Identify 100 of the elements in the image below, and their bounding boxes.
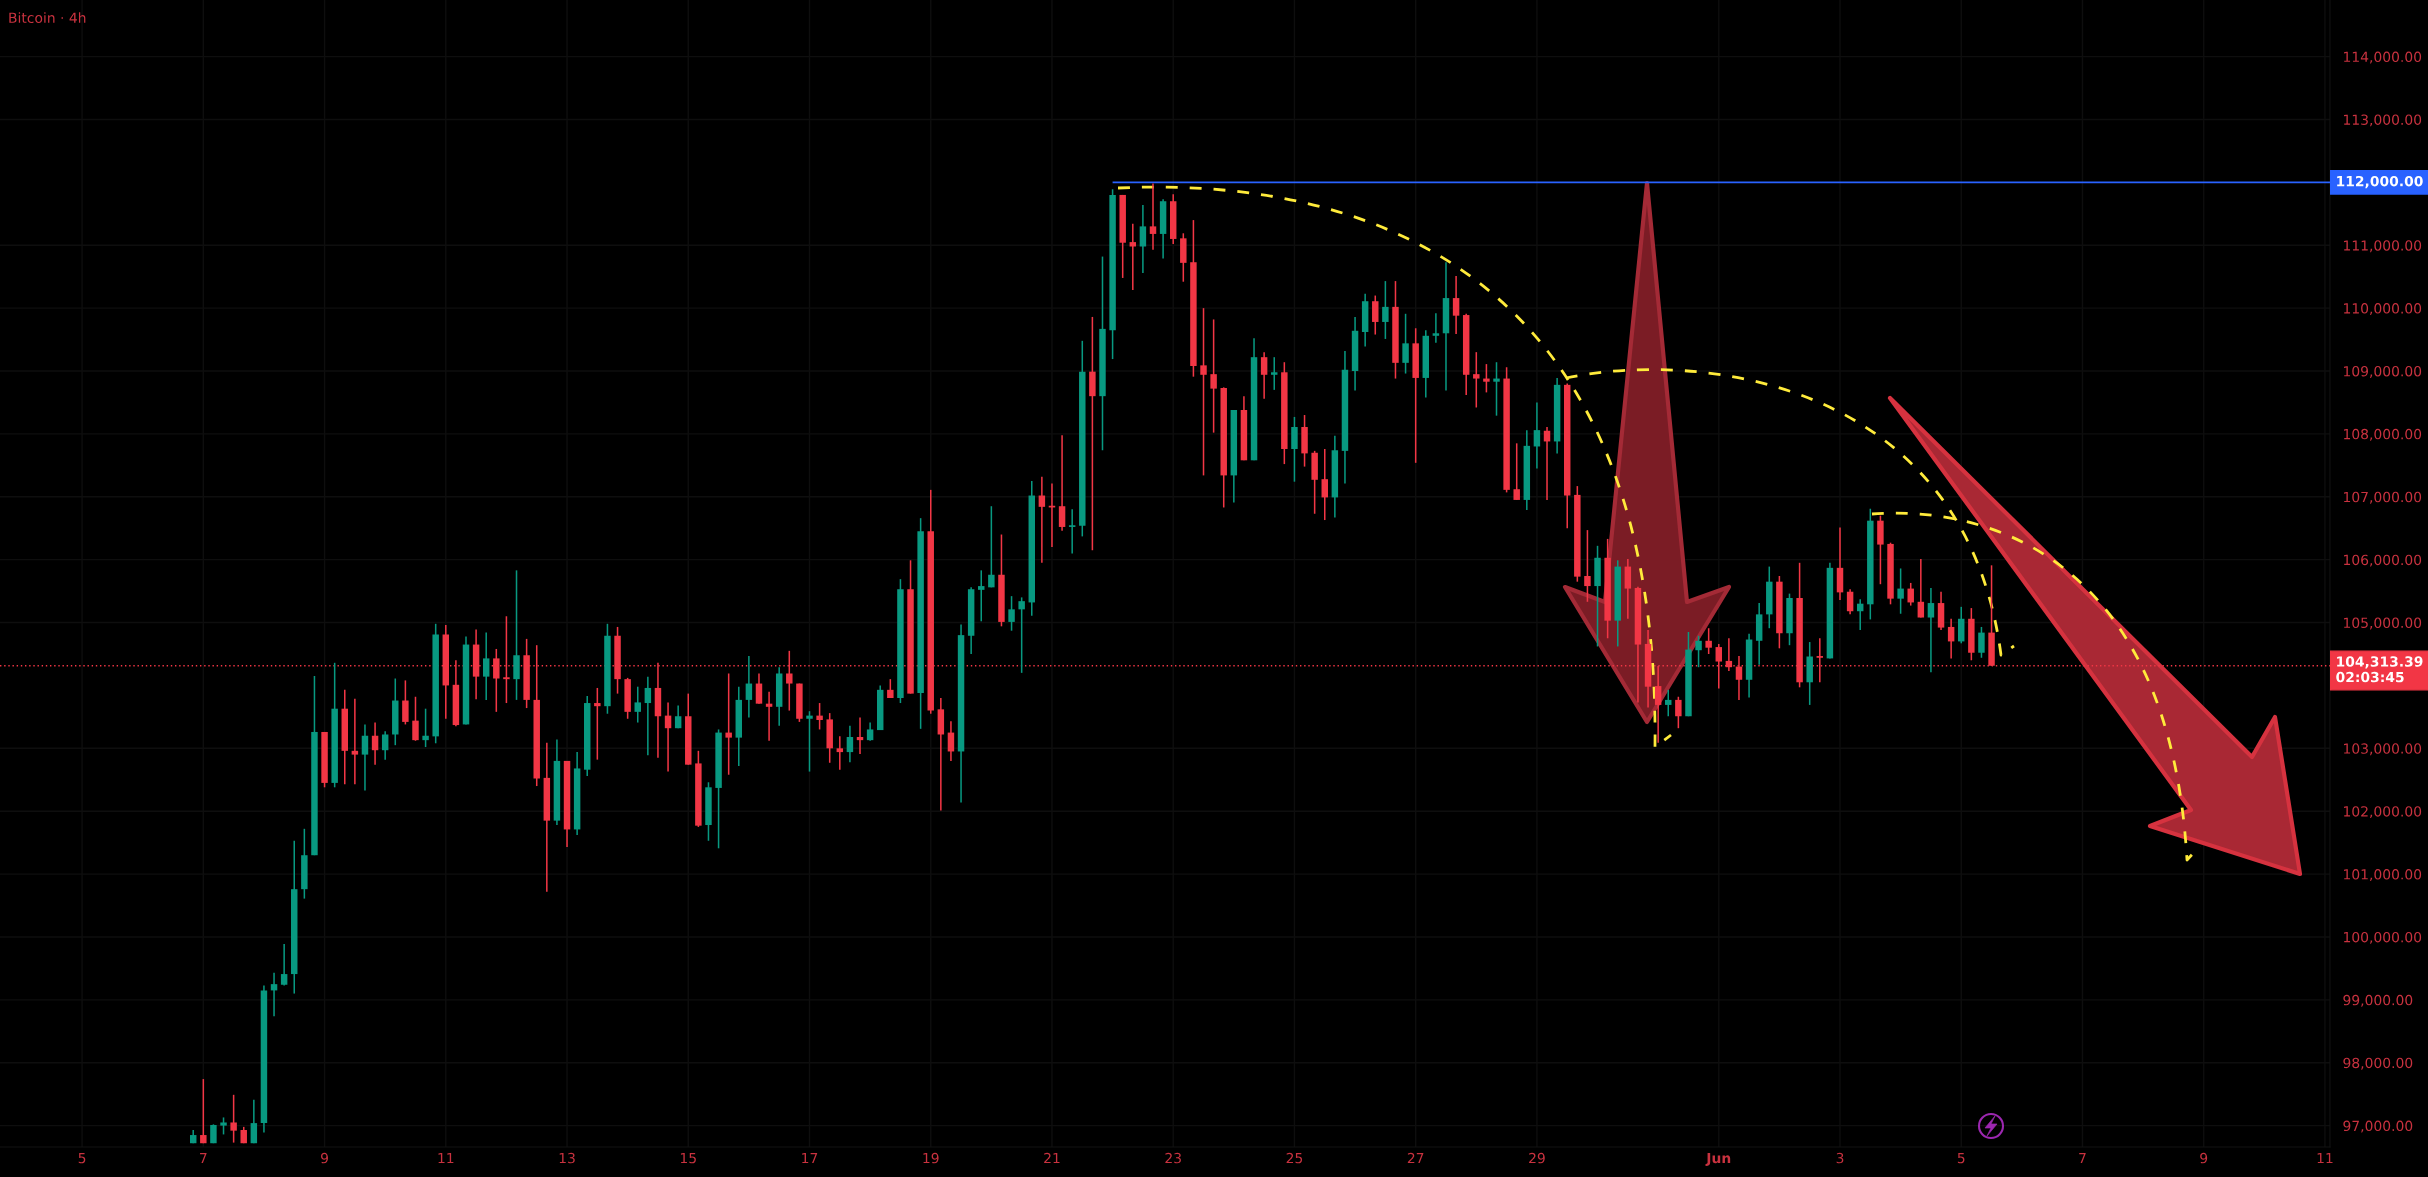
candlestick [1907, 582, 1914, 607]
candlestick [482, 631, 490, 701]
y-tick-label: 113,000.00 [2344, 114, 2422, 127]
candlestick [381, 730, 389, 761]
candlestick [634, 685, 641, 724]
candlestick [988, 505, 995, 589]
candlestick [402, 679, 409, 726]
y-tick-label: 98,000.00 [2343, 1057, 2413, 1070]
x-tick-label: 27 [1407, 1152, 1424, 1164]
x-tick-label: 3 [1836, 1152, 1844, 1164]
y-tick-label: 103,000.00 [2344, 743, 2422, 756]
candlestick [1291, 416, 1298, 483]
x-tick-label: 19 [923, 1152, 939, 1164]
candlestick [230, 1094, 237, 1144]
data-label: 112,000.00 [2337, 175, 2423, 189]
text: Bitcoin · 4h [9, 12, 86, 24]
candlestick [1695, 634, 1702, 668]
candlestick [1493, 361, 1500, 417]
candlestick [1068, 508, 1076, 555]
candlestick [594, 687, 601, 761]
candlestick [513, 569, 520, 701]
y-tick-label: 105,000.00 [2344, 617, 2422, 630]
x-tick-label: 29 [1529, 1152, 1545, 1164]
candlestick [1382, 280, 1389, 340]
candlestick [1008, 595, 1015, 632]
candlestick [1018, 596, 1025, 674]
x-tick-label: 7 [2079, 1152, 2086, 1164]
candlestick [1917, 558, 1925, 619]
candlestick [755, 672, 763, 705]
candlestick [1978, 626, 1985, 659]
y-tick-label: 111,000.00 [2344, 240, 2422, 253]
y-tick-label: 109,000.00 [2344, 365, 2422, 378]
y-tick-label: 107,000.00 [2344, 491, 2422, 504]
x-tick-label: 15 [680, 1152, 696, 1164]
candlestick [1584, 529, 1591, 603]
candlestick [806, 710, 813, 773]
y-tick-label: 108,000.00 [2344, 428, 2422, 441]
candlestick [1089, 316, 1096, 551]
y-tick-label: 102,000.00 [2344, 806, 2422, 819]
x-tick-label: 7 [200, 1152, 207, 1164]
y-tick-label: 100,000.00 [2344, 931, 2422, 944]
x-tick-label: 5 [1957, 1152, 1965, 1164]
candlestick [1271, 356, 1278, 391]
candlestick [1897, 567, 1904, 615]
candlestick [351, 697, 359, 785]
x-tick-label: Jun [1705, 1152, 1731, 1166]
candlestick [846, 724, 854, 763]
candlestick [1372, 294, 1379, 336]
x-tick-label: 11 [438, 1152, 454, 1164]
candlestick [725, 672, 732, 776]
candlestick [1675, 695, 1682, 729]
candlestick [1705, 627, 1712, 655]
candlestick [422, 707, 429, 748]
candlestick [644, 675, 652, 756]
candlestick [280, 943, 288, 987]
x-tick-label: 25 [1286, 1152, 1303, 1164]
candlestick [412, 695, 419, 742]
candlestick [1038, 475, 1046, 564]
candlestick [1260, 351, 1268, 400]
candlestick [1624, 558, 1632, 620]
candlestick [200, 1078, 207, 1144]
candlestick [836, 735, 844, 771]
candlestick [1846, 588, 1854, 616]
x-tick-label: 13 [559, 1152, 575, 1164]
candlestick [866, 721, 874, 742]
y-tick-label: 101,000.00 [2344, 869, 2422, 881]
candlestick [1402, 313, 1409, 375]
candlestick [1149, 182, 1157, 251]
candlestick [1877, 514, 1884, 585]
candlestick [1321, 448, 1328, 521]
x-tick-label: 21 [1044, 1152, 1060, 1164]
candlestick [1513, 442, 1520, 501]
candlestick [745, 655, 753, 719]
candlestick [765, 690, 773, 742]
candlestick [978, 569, 985, 623]
candlestick [1129, 223, 1137, 291]
candlestick [250, 1099, 258, 1144]
candlestick [1473, 351, 1480, 409]
candlestick [1058, 434, 1066, 532]
candlestick [361, 723, 369, 792]
candlestick [1200, 307, 1207, 477]
candlestick [1533, 401, 1541, 470]
x-tick-label: 17 [802, 1152, 818, 1164]
y-tick-label: 97,000.00 [2343, 1120, 2413, 1133]
candlestick [1665, 689, 1672, 718]
candlestick [856, 716, 864, 755]
y-tick-label: 114,000.00 [2344, 51, 2422, 64]
candlestick [1483, 363, 1490, 394]
y-tick-label: 99,000.00 [2343, 994, 2413, 1007]
candlestick [1958, 606, 1965, 645]
candlestick [1432, 312, 1440, 344]
y-tick-label: 106,000.00 [2344, 554, 2422, 567]
candlestick [816, 702, 823, 731]
ref-line-label: 104,313.39 02:03:45 [2336, 656, 2423, 683]
x-tick-label: 11 [2317, 1152, 2333, 1164]
x-tick-label: 9 [321, 1152, 328, 1164]
y-tick-label: 110,000.00 [2344, 303, 2422, 316]
candlestick [1452, 275, 1460, 335]
x-tick-label: 5 [78, 1152, 86, 1164]
candlestick [1139, 204, 1147, 274]
